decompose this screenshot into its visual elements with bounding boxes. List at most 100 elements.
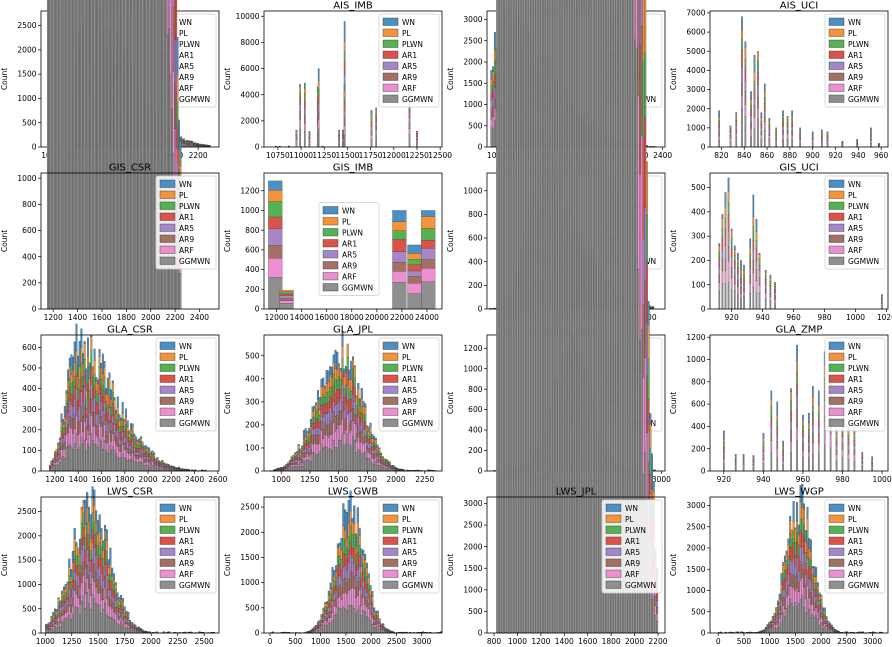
bar-ggmwn <box>137 0 139 310</box>
bar-ar5 <box>50 464 53 467</box>
bar-ar9 <box>764 289 767 293</box>
bar-ar5 <box>304 448 307 453</box>
bar-arf <box>421 268 436 282</box>
bar-ar5 <box>120 439 123 446</box>
bar-ar9 <box>95 425 98 436</box>
x-tick-label: 1400 <box>68 313 87 322</box>
x-tick-label: 1600 <box>92 475 111 484</box>
bar-arf <box>758 285 761 294</box>
bar-ar1 <box>753 89 756 99</box>
bar-ar5 <box>768 129 771 133</box>
bar-arf <box>158 466 161 469</box>
bar-plwn <box>180 138 183 140</box>
bar-ar1 <box>136 448 139 452</box>
bar-ar1 <box>105 408 108 421</box>
x-tick-label: 2200 <box>162 475 181 484</box>
bar-pl <box>63 416 66 423</box>
bar-ggmwn <box>753 128 756 148</box>
legend-swatch-ar1 <box>322 239 339 248</box>
x-tick-label: 12250 <box>405 151 429 160</box>
bar-arf <box>70 428 73 447</box>
bar-ar1 <box>77 399 80 410</box>
bar-ar9 <box>774 295 776 300</box>
bar-ar5 <box>769 288 772 294</box>
bar-ar1 <box>95 402 98 415</box>
y-tick-label: 200 <box>691 256 706 265</box>
legend-swatch-ar5 <box>828 223 845 232</box>
legend-label-pl: PL <box>848 191 858 200</box>
bar-plwn <box>93 374 96 386</box>
bar-ar1 <box>164 466 167 468</box>
bar-ar5 <box>75 387 78 402</box>
bar-arf <box>490 119 493 128</box>
legend-swatch-ggmwn <box>159 418 176 427</box>
y-axis-label: Count <box>669 68 678 90</box>
bar-pl <box>98 356 101 367</box>
bar-ar5 <box>718 266 721 276</box>
bar-plwn <box>113 407 116 415</box>
bar-ar5 <box>87 397 89 416</box>
bar-pl <box>299 452 302 456</box>
bar-plwn <box>279 291 294 295</box>
bar-arf <box>782 134 784 141</box>
bar-ggmwn <box>138 0 141 310</box>
legend-label-ar9: AR9 <box>848 73 863 82</box>
bar-pl <box>161 460 164 462</box>
x-tick-label: 1600 <box>92 313 111 322</box>
bar-wn <box>313 405 316 410</box>
bar-ar9 <box>156 463 159 466</box>
bar-ggmwn <box>492 128 495 148</box>
bar-ar5 <box>318 428 321 436</box>
bar-ggmwn <box>757 119 759 148</box>
bar-wn <box>302 430 305 440</box>
bar-plwn <box>100 379 103 389</box>
legend-label-ggmwn: GGMWN <box>179 257 210 266</box>
bar-ar1 <box>139 445 142 449</box>
bar-ggmwn <box>290 467 293 472</box>
bar-ggmwn <box>320 443 323 472</box>
y-tick-label: 600 <box>468 234 483 243</box>
bar-ar1 <box>120 432 123 441</box>
bar-pl <box>768 121 771 125</box>
bar-plwn <box>301 450 304 454</box>
bar-pl <box>121 412 124 420</box>
x-tick-label: 920 <box>828 151 843 160</box>
bar-wn <box>768 118 771 122</box>
bar-plwn <box>343 97 346 103</box>
bar-pl <box>126 426 129 432</box>
bar-ar5 <box>375 121 377 126</box>
bar-ggmwn <box>101 449 104 472</box>
bar-ar1 <box>721 238 724 251</box>
bar-ggmwn <box>408 134 411 148</box>
y-tick-label: 4000 <box>240 90 259 99</box>
bar-ggmwn <box>749 293 752 310</box>
bar-plwn <box>733 255 736 262</box>
bar-pl <box>85 390 88 399</box>
bar-ggmwn <box>151 465 154 472</box>
bar-ar5 <box>287 465 290 467</box>
bar-ar5 <box>311 429 314 436</box>
bar-ar1 <box>134 448 137 452</box>
bar-ggmwn <box>83 0 86 310</box>
bar-ar1 <box>53 455 56 459</box>
bar-arf <box>285 468 288 470</box>
bar-wn <box>718 243 721 247</box>
bar-ar5 <box>764 284 767 290</box>
bar-ar9 <box>295 462 298 465</box>
bar-ggmwn <box>52 467 55 472</box>
y-tick-label: 1500 <box>463 79 482 88</box>
bar-wn <box>392 210 407 222</box>
bar-ar9 <box>287 466 290 468</box>
bar-pl <box>295 131 298 135</box>
bar-pl <box>90 336 93 351</box>
bar-arf <box>161 466 164 469</box>
bar-ggmwn <box>80 436 83 472</box>
bar-ar1 <box>316 418 319 428</box>
bar-ar5 <box>315 427 318 436</box>
bar-arf <box>753 116 756 130</box>
bar-ar1 <box>744 68 747 82</box>
bar-wn <box>309 419 312 427</box>
